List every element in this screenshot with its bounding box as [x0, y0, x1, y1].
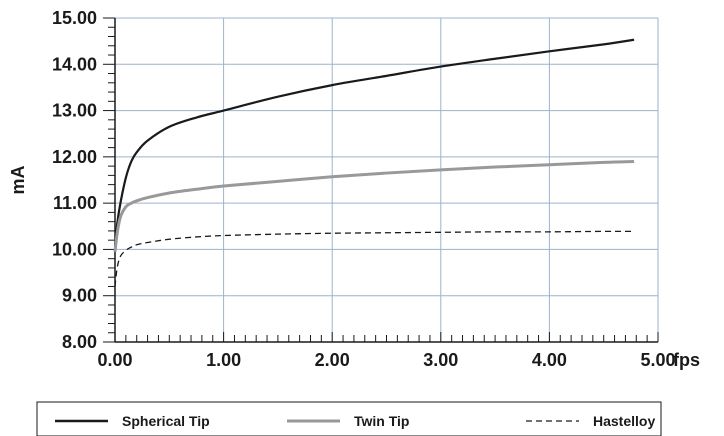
legend-label-twin-tip: Twin Tip	[354, 413, 409, 429]
y-tick-label: 14.00	[52, 54, 97, 74]
x-tick-label: 5.00	[640, 350, 675, 370]
y-tick-label: 15.00	[52, 8, 97, 28]
tick-labels: 8.00 9.00 10.00 11.00 12.00 13.00 14.00 15.00 0.…	[52, 8, 676, 370]
x-tick-label: 2.00	[315, 350, 350, 370]
legend-label-hastelloy: Hastelloy	[593, 413, 655, 429]
series-line-spherical-tip	[113, 38, 635, 248]
legend-box	[36, 401, 662, 436]
series-line-twin-tip	[113, 159, 635, 252]
y-tick-label: 10.00	[52, 239, 97, 259]
x-tick-label: 4.00	[532, 350, 567, 370]
x-tick-label: 1.00	[206, 350, 241, 370]
legend-items: Spherical Tip Twin Tip Hastelloy	[55, 413, 655, 429]
y-tick-label: 13.00	[52, 101, 97, 121]
series-lines	[113, 38, 635, 287]
legend-label-spherical-tip: Spherical Tip	[122, 413, 210, 429]
y-tick-label: 11.00	[53, 193, 97, 213]
y-tick-label: 9.00	[62, 286, 97, 306]
y-tick-label: 8.00	[62, 332, 97, 352]
grid	[115, 17, 659, 342]
y-tick-label: 12.00	[52, 147, 97, 167]
legend: Spherical Tip Twin Tip Hastelloy	[36, 401, 662, 436]
y-axis-title: mA	[8, 165, 28, 194]
x-tick-label: 0.00	[97, 350, 132, 370]
series-line-hastelloy	[114, 230, 635, 287]
x-tick-label: 3.00	[423, 350, 458, 370]
x-axis-title: fps	[673, 350, 700, 370]
axes	[103, 17, 659, 343]
